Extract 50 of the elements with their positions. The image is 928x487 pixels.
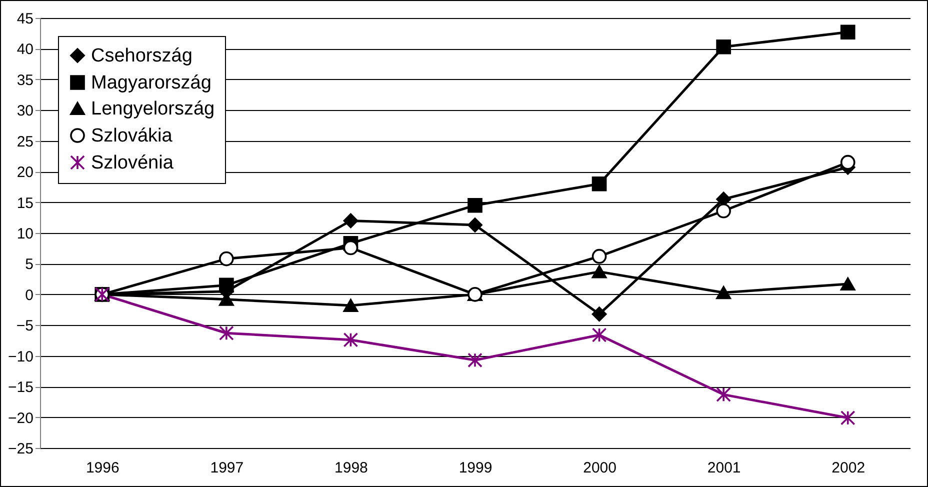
point	[343, 213, 358, 228]
y-tick-label: −15	[8, 379, 34, 396]
y-tick-label: 10	[16, 226, 34, 242]
y-tick-label: 35	[16, 72, 34, 89]
point	[592, 328, 607, 342]
x-tick-label: 2002	[832, 460, 866, 476]
point	[840, 154, 856, 170]
x-tick-label: 1997	[210, 460, 244, 476]
point	[592, 176, 607, 192]
y-tick-label: 40	[16, 41, 34, 58]
x-tick-label: 2001	[707, 460, 741, 476]
point	[468, 352, 482, 368]
point	[219, 278, 234, 293]
y-tick-label: 5	[25, 256, 34, 274]
legend-label: Csehország	[91, 46, 192, 66]
point	[343, 298, 358, 312]
y-tick-label: −10	[8, 348, 34, 366]
point	[343, 240, 358, 256]
point	[219, 251, 234, 266]
point	[716, 387, 731, 402]
point	[592, 265, 607, 278]
point	[716, 286, 731, 300]
y-tick-label: 30	[16, 102, 34, 120]
point	[840, 277, 856, 291]
y-tick-label: 45	[16, 10, 34, 28]
point	[840, 410, 856, 426]
point	[716, 203, 731, 218]
point	[219, 326, 234, 341]
point	[716, 39, 731, 54]
y-tick-label: 20	[16, 164, 34, 182]
y-tick-label: −5	[16, 318, 34, 335]
point	[840, 24, 856, 40]
y-tick-label: 25	[16, 133, 34, 150]
y-tick-label: −25	[8, 440, 34, 458]
legend-label: Szlovénia	[91, 152, 174, 174]
x-tick-label: 2000	[583, 460, 616, 476]
y-tick-label: 15	[16, 194, 34, 212]
legend-label: Lengyelország	[91, 98, 215, 120]
point	[592, 248, 607, 264]
point	[468, 198, 482, 213]
point	[468, 218, 482, 232]
point	[343, 332, 358, 348]
legend-label: Szlovákia	[91, 126, 173, 146]
x-tick-label: 1998	[334, 460, 368, 476]
legend-label: Magyarország	[91, 72, 212, 94]
x-tick-label: 1999	[458, 460, 492, 476]
y-tick-label: 0	[25, 286, 34, 304]
y-tick-label: −20	[8, 410, 34, 427]
point	[592, 306, 607, 322]
x-tick-label: 1996	[86, 460, 120, 476]
